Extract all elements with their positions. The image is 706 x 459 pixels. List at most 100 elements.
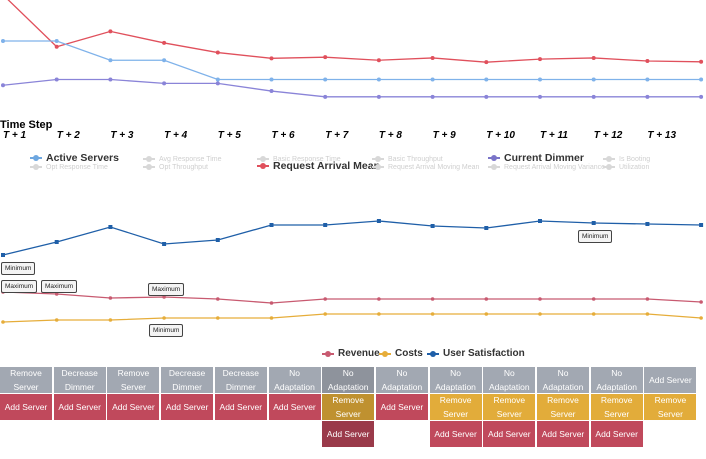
data-point <box>162 40 167 45</box>
data-point <box>699 94 704 99</box>
action-cell-add-server[interactable]: Add Server <box>0 394 53 420</box>
series-line-revenue <box>2 291 702 304</box>
action-cell-remove-server[interactable]: Remove Server <box>483 394 537 420</box>
action-cell-decrease-dimmer[interactable]: Decrease Dimmer <box>53 367 107 393</box>
data-point <box>108 58 113 63</box>
data-point <box>323 223 328 227</box>
tooltip-minimum: Minimum <box>1 262 36 275</box>
performance-legend: Active Servers Current Dimmer Request Ar… <box>0 152 706 172</box>
data-point <box>216 316 220 320</box>
legend-swatch-icon <box>427 350 439 358</box>
action-cell-add-server[interactable]: Add Server <box>375 394 429 420</box>
legend-label: Opt Throughput <box>159 163 208 171</box>
action-cell-add-server[interactable]: Add Server <box>429 421 483 447</box>
legend-swatch-icon <box>379 350 391 358</box>
legend-swatch-icon <box>488 154 500 162</box>
data-point <box>484 77 489 82</box>
legend-user-satisfaction[interactable]: User Satisfaction <box>427 348 525 359</box>
action-cell-no-adaptation[interactable]: No Adaptation <box>483 367 537 393</box>
x-axis-ticks: T + 1 T + 2 T + 3 T + 4 T + 5 T + 6 T + 7 T + 8… <box>0 130 706 144</box>
legend-label: Is Booting <box>619 155 651 163</box>
tooltip-minimum: Minimum <box>149 324 184 337</box>
legend-swatch-icon <box>257 155 269 163</box>
data-point <box>162 81 167 86</box>
action-cell-decrease-dimmer[interactable]: Decrease Dimmer <box>214 367 268 393</box>
legend-label: Request Arrival Moving Variance <box>504 163 606 171</box>
data-point <box>323 77 328 82</box>
legend-active-servers[interactable]: Active Servers <box>30 152 119 164</box>
x-axis-tick-label: T + 11 <box>540 130 568 141</box>
legend-is-booting[interactable]: Is Booting <box>603 155 650 163</box>
data-point <box>430 297 435 301</box>
action-cell-add-server[interactable]: Add Server <box>53 394 107 420</box>
action-cell-remove-server[interactable]: Remove Server <box>590 394 644 420</box>
x-axis-tick-label: T + 6 <box>271 130 295 141</box>
legend-request-arrival-moving-mean[interactable]: Request Arrival Moving Mean <box>372 163 479 171</box>
action-cell-no-adaptation[interactable]: No Adaptation <box>429 367 483 393</box>
legend-swatch-icon <box>30 154 42 162</box>
action-cell-remove-server[interactable]: Remove Server <box>537 394 590 420</box>
data-point <box>699 59 704 64</box>
legend-label: Request Arrival Moving Mean <box>388 163 480 171</box>
data-point <box>269 316 274 320</box>
data-point <box>323 312 328 316</box>
data-point <box>645 222 650 226</box>
x-axis-tick-label: T + 7 <box>325 130 349 141</box>
legend-opt-response-time[interactable]: Opt Response Time <box>30 163 108 171</box>
tooltip-maximum: Maximum <box>41 280 78 293</box>
legend-opt-throughput[interactable]: Opt Throughput <box>143 163 208 171</box>
x-axis-tick-label: T + 12 <box>593 130 623 141</box>
action-cell-no-adaptation[interactable]: No Adaptation <box>375 367 429 393</box>
data-point <box>699 77 704 82</box>
series-line-current-dimmer <box>2 78 702 98</box>
data-point <box>108 296 113 300</box>
action-cell-no-adaptation[interactable]: No Adaptation <box>590 367 644 393</box>
legend-utilization[interactable]: Utilization <box>603 163 649 171</box>
data-point <box>699 223 704 227</box>
action-cell-remove-server[interactable]: Remove Server <box>322 394 376 420</box>
legend-avg-response-time[interactable]: Avg Response Time <box>143 155 222 163</box>
legend-revenue[interactable]: Revenue <box>322 348 380 359</box>
legend-label: User Satisfaction <box>443 348 525 359</box>
data-point <box>54 44 59 49</box>
data-point <box>430 77 435 82</box>
action-cell-add-server[interactable]: Add Server <box>214 394 268 420</box>
action-cell-add-server[interactable]: Add Server <box>161 394 215 420</box>
action-cell-remove-server[interactable]: Remove Server <box>429 394 483 420</box>
legend-costs[interactable]: Costs <box>379 348 423 359</box>
data-point <box>377 312 381 316</box>
legend-request-arrival-mean[interactable]: Request Arrival Mean <box>257 160 380 172</box>
data-point <box>376 58 381 63</box>
data-point <box>430 94 435 99</box>
legend-basic-throughput[interactable]: Basic Throughput <box>372 155 443 163</box>
action-cell-decrease-dimmer[interactable]: Decrease Dimmer <box>161 367 215 393</box>
x-axis-tick-label: T + 1 <box>3 130 27 141</box>
action-cell-add-server[interactable]: Add Server <box>322 421 376 447</box>
legend-basic-response-time[interactable]: Basic Response Time <box>257 155 341 163</box>
action-cell-add-server[interactable]: Add Server <box>590 421 644 447</box>
action-cell-add-server[interactable]: Add Server <box>644 367 698 393</box>
action-cell-add-server[interactable]: Add Server <box>537 421 590 447</box>
utility-legend: Revenue Costs User Satisfaction <box>0 348 706 362</box>
action-cell-no-adaptation[interactable]: No Adaptation <box>268 367 322 393</box>
action-cell-remove-server[interactable]: Remove Server <box>644 394 698 420</box>
action-cell-no-adaptation[interactable]: No Adaptation <box>537 367 590 393</box>
data-point <box>108 225 113 229</box>
action-cell-add-server[interactable]: Add Server <box>483 421 537 447</box>
action-cell-remove-server[interactable]: Remove Server <box>107 367 161 393</box>
data-point <box>538 297 542 301</box>
action-cell-no-adaptation[interactable]: No Adaptation <box>322 367 376 393</box>
data-point <box>538 219 542 223</box>
data-point <box>215 50 220 55</box>
x-axis-tick-label: T + 3 <box>110 130 134 141</box>
x-axis-title: Time Step <box>0 119 53 131</box>
legend-request-arrival-moving-variance[interactable]: Request Arrival Moving Variance <box>488 163 605 171</box>
legend-current-dimmer[interactable]: Current Dimmer <box>488 152 584 164</box>
data-point <box>108 318 113 322</box>
action-cell-add-server[interactable]: Add Server <box>107 394 161 420</box>
action-cell-remove-server[interactable]: Remove Server <box>0 367 53 393</box>
action-cell-add-server[interactable]: Add Server <box>268 394 322 420</box>
x-axis-tick-label: T + 13 <box>647 130 677 141</box>
series-line-costs <box>2 313 702 323</box>
series-line-user-satisfaction <box>2 220 702 256</box>
